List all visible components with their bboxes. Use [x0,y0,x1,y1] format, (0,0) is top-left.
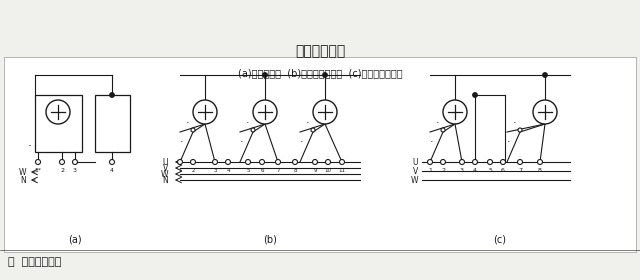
Text: 1*: 1* [35,168,42,173]
Text: ·: · [513,118,517,128]
Text: ·: · [180,137,184,147]
Text: W: W [410,176,418,185]
Circle shape [518,160,522,165]
Text: 2: 2 [60,168,64,173]
Circle shape [440,160,445,165]
Bar [95,95,130,152]
Text: ·: · [240,137,244,147]
Circle shape [312,160,317,165]
Text: 3: 3 [213,168,217,173]
Circle shape [251,128,255,132]
Circle shape [441,128,445,132]
Text: 5: 5 [246,168,250,173]
Circle shape [46,100,70,124]
Circle shape [460,160,465,165]
Text: ·: · [507,137,511,147]
Text: 8: 8 [538,168,542,173]
Circle shape [518,128,522,132]
Circle shape [313,100,337,124]
Circle shape [472,160,477,165]
Circle shape [109,160,115,165]
Circle shape [500,160,506,165]
Circle shape [177,160,182,165]
Text: W: W [19,167,26,176]
Text: 4: 4 [227,168,230,173]
Text: (a)单相电度表  (b)三相四线电度表  (c)三相三线电度表: (a)单相电度表 (b)三相四线电度表 (c)三相三线电度表 [237,68,403,78]
Text: 7: 7 [276,168,280,173]
Circle shape [533,100,557,124]
Circle shape [323,73,327,77]
Text: ·: · [430,137,434,147]
Text: 1: 1 [428,168,432,173]
Circle shape [488,160,493,165]
Circle shape [311,128,315,132]
Circle shape [225,160,230,165]
Text: 电度表接线图: 电度表接线图 [295,44,345,58]
Text: 6: 6 [501,168,505,173]
Circle shape [191,160,195,165]
Circle shape [443,100,467,124]
Text: ·: · [306,118,310,128]
Text: 3: 3 [73,168,77,173]
Circle shape [339,160,344,165]
Text: ·: · [186,118,190,128]
Text: 10: 10 [324,168,332,173]
Circle shape [326,160,330,165]
Text: 4: 4 [110,168,114,173]
Text: ·: · [436,118,440,128]
Circle shape [538,160,543,165]
Text: V: V [163,164,168,172]
Text: N: N [20,176,26,185]
Text: 7: 7 [518,168,522,173]
Text: 6: 6 [260,168,264,173]
Circle shape [428,160,433,165]
Text: 2: 2 [191,168,195,173]
FancyBboxPatch shape [4,57,636,252]
Circle shape [292,160,298,165]
Circle shape [35,160,40,165]
Text: (a): (a) [68,235,82,245]
Text: 9: 9 [313,168,317,173]
Text: ·: · [300,137,304,147]
Circle shape [275,160,280,165]
Text: (c): (c) [493,235,506,245]
Circle shape [259,160,264,165]
Circle shape [263,73,268,77]
Text: (b): (b) [263,235,277,245]
Bar [35,95,82,152]
Text: W: W [161,169,168,179]
Text: ·: · [246,118,250,128]
Text: ·: · [28,141,32,153]
Circle shape [473,93,477,97]
Text: 1: 1 [179,168,182,173]
Text: U: U [413,158,418,167]
Text: V: V [413,167,418,176]
Text: 4: 4 [473,168,477,173]
Text: 8: 8 [293,168,297,173]
Text: 3: 3 [460,168,464,173]
Circle shape [212,160,218,165]
Circle shape [253,100,277,124]
Circle shape [72,160,77,165]
Text: 2: 2 [441,168,445,173]
Text: N: N [163,176,168,185]
Circle shape [60,160,65,165]
Text: U: U [163,158,168,167]
Circle shape [110,93,114,97]
Text: 5: 5 [488,168,492,173]
Text: ，  电度表接线图: ， 电度表接线图 [8,257,61,267]
Circle shape [543,73,547,77]
Circle shape [191,128,195,132]
Circle shape [246,160,250,165]
Circle shape [193,100,217,124]
Text: 11: 11 [339,168,346,173]
